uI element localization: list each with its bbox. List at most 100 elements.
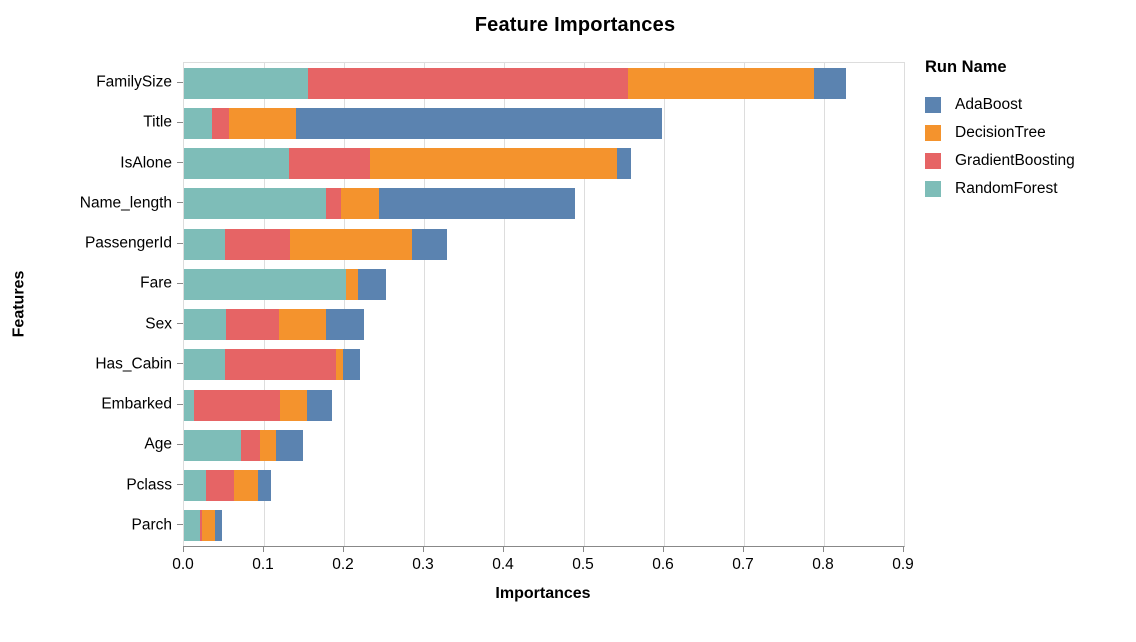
y-tick-mark <box>177 363 183 365</box>
bar-segment-RandomForest[interactable] <box>184 67 308 99</box>
bar-segment-GradientBoosting[interactable] <box>224 349 336 381</box>
bar-segment-RandomForest[interactable] <box>184 107 212 139</box>
bar-row-Has_Cabin <box>184 349 360 381</box>
legend-item-AdaBoost: AdaBoost <box>925 91 1130 119</box>
x-tick-label: 0.5 <box>572 556 594 573</box>
bar-segment-RandomForest[interactable] <box>184 148 289 180</box>
bar-segment-AdaBoost[interactable] <box>358 268 387 300</box>
x-tick-label: 0.3 <box>412 556 434 573</box>
bar-segment-GradientBoosting[interactable] <box>200 510 203 542</box>
bar-segment-RandomForest[interactable] <box>184 228 225 260</box>
legend-item-GradientBoosting: GradientBoosting <box>925 147 1130 175</box>
bar-segment-AdaBoost[interactable] <box>295 107 662 139</box>
bar-segment-DecisionTree[interactable] <box>289 228 412 260</box>
x-tick-mark <box>423 546 424 552</box>
x-tick-label: 0.7 <box>732 556 754 573</box>
bar-segment-DecisionTree[interactable] <box>628 67 815 99</box>
x-tick-mark <box>743 546 744 552</box>
y-axis-labels: FamilySize Title IsAlone Name_length Passeng… <box>0 62 183 545</box>
gridline <box>744 63 745 546</box>
plot-area <box>183 62 905 547</box>
x-tick-label: 0.4 <box>492 556 514 573</box>
y-tick-label: IsAlone <box>120 154 172 172</box>
bar-segment-GradientBoosting[interactable] <box>193 389 280 421</box>
x-tick-label: 0.6 <box>652 556 674 573</box>
x-tick-mark <box>343 546 344 552</box>
y-tick-mark <box>177 242 183 244</box>
bar-segment-AdaBoost[interactable] <box>616 148 632 180</box>
legend-label: DecisionTree <box>955 124 1046 141</box>
bar-segment-DecisionTree[interactable] <box>369 148 617 180</box>
bar-segment-AdaBoost[interactable] <box>307 389 332 421</box>
bar-segment-DecisionTree[interactable] <box>335 349 344 381</box>
legend-label: RandomForest <box>955 180 1058 197</box>
y-tick-mark <box>177 202 183 204</box>
bar-segment-AdaBoost[interactable] <box>326 309 364 341</box>
x-tick-mark <box>903 546 904 552</box>
bar-segment-RandomForest[interactable] <box>184 188 326 220</box>
bar-segment-DecisionTree[interactable] <box>259 429 276 461</box>
x-tick-label: 0.8 <box>812 556 834 573</box>
bar-segment-GradientBoosting[interactable] <box>206 470 234 502</box>
bar-segment-RandomForest[interactable] <box>184 349 225 381</box>
bar-segment-AdaBoost[interactable] <box>215 510 223 542</box>
bar-row-Parch <box>184 510 223 542</box>
y-tick-label: FamilySize <box>96 73 172 91</box>
legend-label: AdaBoost <box>955 96 1023 113</box>
bar-segment-DecisionTree[interactable] <box>279 389 308 421</box>
gridline <box>344 63 345 546</box>
bar-row-Name_length <box>184 188 576 220</box>
bar-segment-DecisionTree[interactable] <box>202 510 216 542</box>
bar-segment-DecisionTree[interactable] <box>340 188 380 220</box>
bar-segment-AdaBoost[interactable] <box>343 349 360 381</box>
bar-segment-RandomForest[interactable] <box>184 510 200 542</box>
legend-swatch-icon <box>925 181 941 197</box>
gridline <box>504 63 505 546</box>
bar-segment-RandomForest[interactable] <box>184 389 194 421</box>
bar-row-Fare <box>184 268 387 300</box>
bar-segment-DecisionTree[interactable] <box>345 268 359 300</box>
y-tick-label: Fare <box>140 274 172 292</box>
legend-swatch-icon <box>925 153 941 169</box>
bar-segment-GradientBoosting[interactable] <box>226 309 280 341</box>
x-tick-mark <box>583 546 584 552</box>
bar-segment-AdaBoost[interactable] <box>379 188 576 220</box>
bar-segment-GradientBoosting[interactable] <box>325 188 341 220</box>
x-tick-label: 0.1 <box>252 556 274 573</box>
bar-segment-DecisionTree[interactable] <box>279 309 327 341</box>
chart-title: Feature Importances <box>474 14 676 36</box>
bar-segment-GradientBoosting[interactable] <box>212 107 229 139</box>
bar-segment-RandomForest[interactable] <box>184 268 346 300</box>
legend-item-DecisionTree: DecisionTree <box>925 119 1130 147</box>
bar-segment-AdaBoost[interactable] <box>275 429 304 461</box>
y-tick-label: Embarked <box>101 395 172 413</box>
y-tick-mark <box>177 403 183 405</box>
x-tick-mark <box>263 546 264 552</box>
y-tick-label: Parch <box>131 516 173 534</box>
y-tick-mark <box>177 484 183 486</box>
bar-segment-AdaBoost[interactable] <box>257 470 272 502</box>
bar-segment-RandomForest[interactable] <box>184 429 241 461</box>
bar-segment-AdaBoost[interactable] <box>814 67 847 99</box>
legend-label: GradientBoosting <box>955 152 1075 169</box>
bar-segment-RandomForest[interactable] <box>184 309 227 341</box>
bar-segment-GradientBoosting[interactable] <box>240 429 260 461</box>
bar-segment-GradientBoosting[interactable] <box>288 148 370 180</box>
bar-segment-GradientBoosting[interactable] <box>308 67 628 99</box>
bar-segment-AdaBoost[interactable] <box>411 228 448 260</box>
y-tick-label: Has_Cabin <box>95 355 172 373</box>
bar-segment-RandomForest[interactable] <box>184 470 207 502</box>
x-tick-mark <box>823 546 824 552</box>
bar-segment-DecisionTree[interactable] <box>233 470 258 502</box>
y-tick-label: Title <box>143 113 172 131</box>
bar-row-FamilySize <box>184 67 847 99</box>
y-tick-label: Name_length <box>79 194 172 212</box>
y-tick-label: Pclass <box>126 476 172 494</box>
bar-segment-GradientBoosting[interactable] <box>224 228 290 260</box>
y-tick-label: PassengerId <box>84 234 172 252</box>
x-tick-label: 0.0 <box>172 556 194 573</box>
bar-segment-DecisionTree[interactable] <box>228 107 296 139</box>
bar-row-PassengerId <box>184 228 448 260</box>
gridline <box>824 63 825 546</box>
